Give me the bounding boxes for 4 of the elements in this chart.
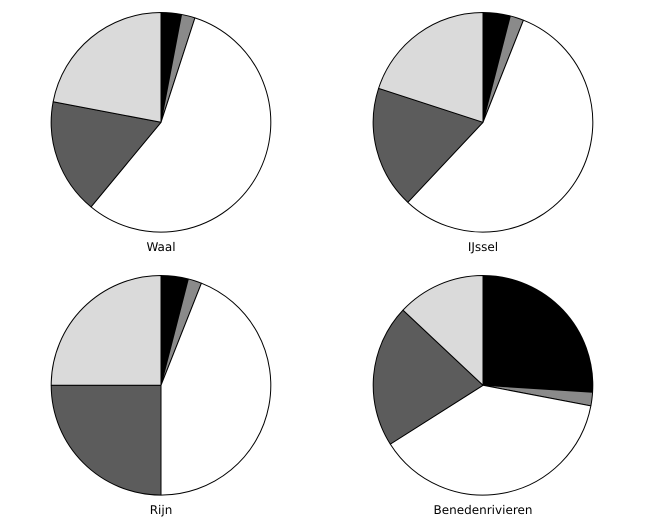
text: Benedenrivieren	[434, 502, 532, 517]
text: Waal	[146, 240, 176, 254]
text: IJssel	[468, 240, 498, 254]
text: Rijn	[150, 502, 172, 517]
